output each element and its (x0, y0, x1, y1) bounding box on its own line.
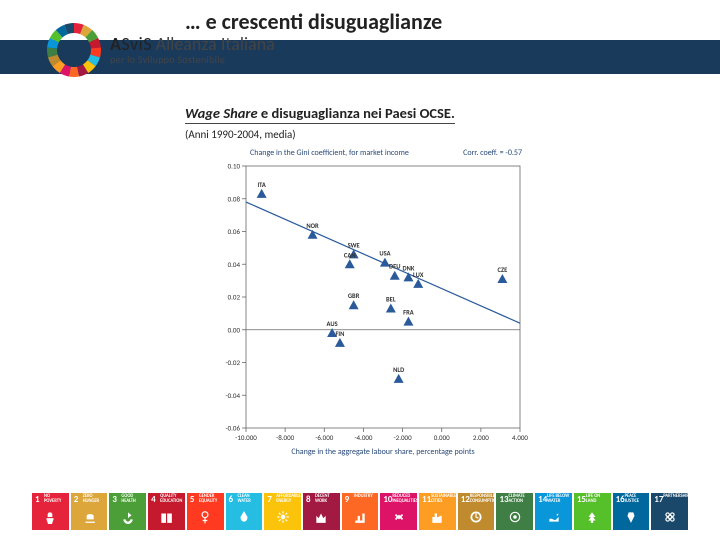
sdg-goal-13: 13CLIMATE ACTION (496, 493, 533, 530)
svg-text:Change in the aggregate labour: Change in the aggregate labour share, pe… (291, 447, 474, 457)
logo-rest: SviS (121, 33, 152, 55)
sdg-goal-3: 3GOOD HEALTH (109, 493, 146, 530)
svg-text:0.000: 0.000 (434, 433, 450, 442)
svg-text:AUS: AUS (327, 320, 338, 328)
svg-text:-10.000: -10.000 (235, 433, 257, 442)
svg-text:FIN: FIN (335, 330, 344, 338)
svg-text:0.08: 0.08 (228, 194, 241, 203)
svg-text:-6.000: -6.000 (315, 433, 334, 442)
svg-text:-2.000: -2.000 (394, 433, 413, 442)
svg-text:0.06: 0.06 (228, 227, 241, 236)
svg-text:FRA: FRA (403, 309, 414, 317)
svg-text:-8.000: -8.000 (276, 433, 295, 442)
svg-text:-0.04: -0.04 (225, 391, 240, 400)
sdg-goals-row: 1NO POVERTY2ZERO HUNGER3GOOD HEALTH4QUAL… (32, 493, 688, 530)
svg-text:-0.06: -0.06 (225, 424, 240, 433)
chart-subtitle: Wage Share e disuguaglianza nei Paesi OC… (185, 104, 455, 124)
svg-text:CZE: CZE (498, 266, 508, 274)
svg-text:4.000: 4.000 (512, 433, 528, 442)
sdg-goal-14: 14LIFE BELOW WATER (535, 493, 572, 530)
sdg-goal-6: 6CLEAN WATER (226, 493, 263, 530)
svg-text:ITA: ITA (257, 181, 265, 189)
sdg-goal-10: 10REDUCED INEQUALITIES (380, 493, 417, 530)
sdg-goal-1: 1NO POVERTY (32, 493, 69, 530)
chart-y-title: Change in the Gini coefficient, for mark… (250, 148, 409, 158)
svg-text:BEL: BEL (386, 295, 396, 303)
sdg-goal-7: 7AFFORDABLE ENERGY (264, 493, 301, 530)
sdg-goal-16: 16PEACE JUSTICE (613, 493, 650, 530)
svg-text:DEU: DEU (389, 263, 401, 271)
sdg-goal-8: 8DECENT WORK (303, 493, 340, 530)
svg-text:-0.02: -0.02 (225, 358, 240, 367)
chart-canvas: -0.06 -0.04 -0.02 0.00 0.02 0.04 0.06 0.08 0.10 -… (200, 160, 530, 458)
svg-text:0.04: 0.04 (228, 260, 241, 269)
subtitle-rest: e disuguaglianza nei Paesi OCSE. (258, 104, 455, 122)
svg-text:LUX: LUX (413, 271, 424, 279)
sdg-goal-15: 15LIFE ON LAND (574, 493, 611, 530)
sdg-goal-12: 12RESPONSIBLE CONSUMPTION (458, 493, 495, 530)
sdg-goal-17: 17PARTNERSHIPS (651, 493, 688, 530)
asvis-logo: ASviS Alleanza Italiana per lo Sviluppo … (46, 22, 275, 78)
sdg-goal-5: 5GENDER EQUALITY (187, 493, 224, 530)
svg-text:0.02: 0.02 (228, 293, 241, 302)
logo-wheel-icon (46, 22, 102, 78)
svg-text:0.10: 0.10 (228, 162, 241, 171)
scatter-chart: Change in the Gini coefficient, for mark… (200, 148, 530, 458)
svg-text:USA: USA (379, 250, 390, 258)
svg-text:GBR: GBR (348, 292, 360, 300)
sdg-goal-4: 4QUALITY EDUCATION (148, 493, 185, 530)
chart-corr-label: Corr. coeff. = -0.57 (463, 148, 522, 158)
logo-text: ASviS Alleanza Italiana per lo Sviluppo … (110, 35, 275, 65)
sdg-goal-2: 2ZERO HUNGER (71, 493, 108, 530)
logo-tagline: per lo Sviluppo Sostenibile (110, 55, 275, 66)
svg-text:NLD: NLD (393, 366, 404, 374)
svg-text:2.000: 2.000 (473, 433, 489, 442)
svg-text:SWE: SWE (348, 241, 360, 249)
subtitle-italic: Wage Share (185, 104, 258, 122)
svg-text:CAN: CAN (344, 251, 356, 259)
logo-subtitle: Alleanza Italiana (156, 33, 275, 55)
chart-caption: (Anni 1990-2004, media) (185, 128, 296, 141)
sdg-goal-11: 11SUSTAINABLE CITIES (419, 493, 456, 530)
svg-text:NOR: NOR (306, 222, 319, 230)
svg-text:0.00: 0.00 (228, 325, 241, 334)
sdg-goal-9: 9INDUSTRY (342, 493, 379, 530)
svg-text:-4.000: -4.000 (354, 433, 373, 442)
logo-letter: A (110, 33, 121, 55)
